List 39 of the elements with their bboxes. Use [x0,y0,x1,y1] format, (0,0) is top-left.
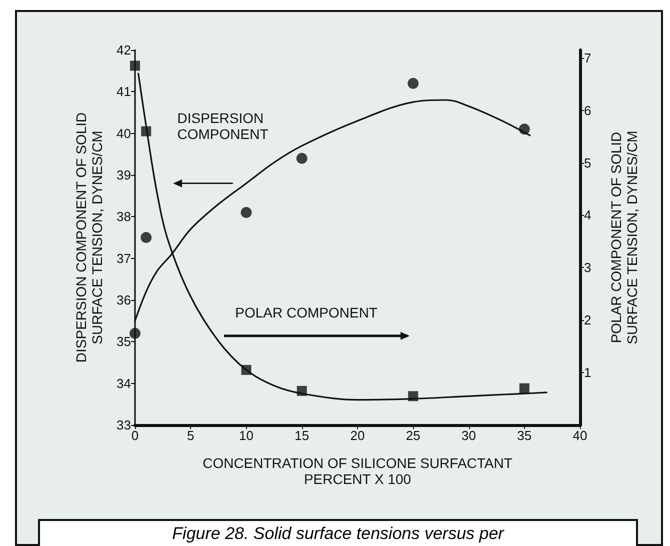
y2-tick-label: 7 [584,50,592,66]
x-tick-label: 35 [517,428,532,443]
point [519,383,530,394]
point [240,207,252,218]
x-tick-label: 10 [239,428,254,443]
y-tick-label: 38 [116,209,131,224]
x-tick-label: 15 [294,428,310,443]
y2-tick-label: 5 [584,155,592,170]
point [130,328,140,339]
x-tick-label: 5 [187,428,194,443]
y2-tick-label: 2 [584,312,592,328]
y-tick-label: 36 [116,292,131,308]
annotation: DISPERSION COMPONENT [177,110,269,142]
x-tick-label: 40 [572,428,588,443]
point [296,152,308,164]
x-axis-title: CONCENTRATION OF SILICONE SURFACTANT PERCENT X 100 [202,454,513,487]
y-tick-label: 40 [116,126,131,141]
point [408,78,419,89]
y2-axis-title: POLAR COMPONENT OF SOLID SURFACE TENSION, DYNES/CM [608,130,640,344]
y-tick-label: 39 [116,168,131,182]
y-axis-title: DISPERSION COMPONENT OF SOLID SURFACE TENSION, DYNES/CM [73,112,105,363]
y-tick-label: 41 [116,84,131,100]
y-tick-label: 42 [116,42,131,58]
y2-tick-label: 3 [584,260,592,276]
y-tick-label: 35 [116,334,131,350]
y2-tick-label: 1 [584,365,592,380]
annotation: POLAR COMPONENT [235,304,378,320]
point [140,232,152,243]
point [130,60,140,71]
x-tick-label: 20 [350,428,365,443]
y-tick-label: 33 [116,418,131,432]
x-tick-label: 30 [462,428,476,443]
y-tick-label: 34 [116,376,131,391]
caption: Figure 28. Solid surface tensions versus per [38,519,638,546]
y2-tick-label: 6 [584,102,592,118]
y2-tick-label: 4 [584,208,592,223]
y-tick-label: 37 [116,250,131,266]
x-tick-label: 0 [131,428,139,443]
x-tick-label: 25 [406,428,420,443]
